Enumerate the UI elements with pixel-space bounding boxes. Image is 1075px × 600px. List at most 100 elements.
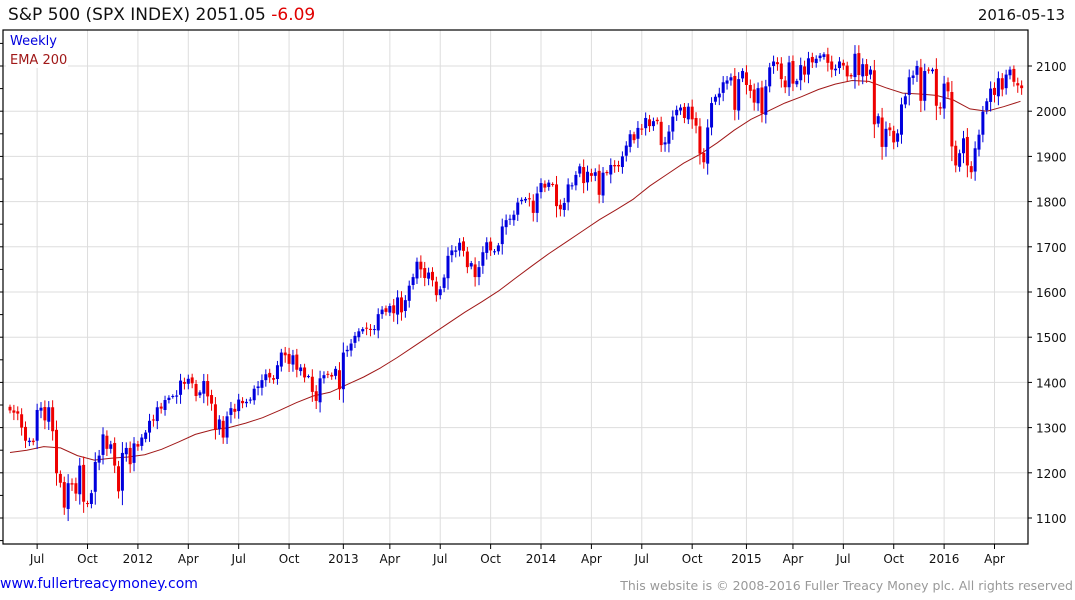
- candle-up: [66, 483, 70, 509]
- candle-up: [198, 392, 202, 396]
- candle-up: [179, 380, 183, 395]
- candle-up: [155, 407, 159, 422]
- candle-down: [690, 106, 694, 120]
- candle-up: [264, 374, 268, 381]
- candle-up: [985, 101, 989, 111]
- x-tick-label: Jul: [634, 552, 649, 566]
- candle-up: [822, 54, 826, 57]
- candle-down: [272, 378, 276, 380]
- y-tick-label: 1100: [1036, 512, 1067, 526]
- candle-up: [930, 69, 934, 72]
- candle-down: [865, 64, 869, 76]
- candle-up: [334, 368, 338, 376]
- candle-down: [605, 171, 609, 174]
- candle-down: [128, 447, 132, 465]
- x-tick-label: Apr: [783, 552, 804, 566]
- candle-up: [144, 432, 148, 439]
- candle-down: [927, 69, 931, 71]
- candle-up: [275, 365, 279, 380]
- candle-down: [872, 70, 876, 125]
- candle-down: [330, 374, 334, 377]
- candle-down: [368, 328, 372, 330]
- candle-up: [454, 250, 458, 252]
- candle-up: [741, 70, 745, 79]
- candle-up: [907, 77, 911, 95]
- candle-up: [806, 58, 810, 75]
- candle-down: [489, 241, 493, 251]
- website-link[interactable]: www.fullertreacymoney.com: [0, 576, 198, 592]
- x-tick-label: Jul: [432, 552, 447, 566]
- candle-down: [527, 198, 531, 200]
- candle-down: [43, 407, 47, 421]
- candle-up: [458, 242, 462, 251]
- x-tick-label: Oct: [279, 552, 300, 566]
- candle-up: [535, 193, 539, 213]
- candle-up: [442, 277, 446, 288]
- candle-up: [729, 77, 733, 81]
- y-tick-label: 1300: [1036, 422, 1067, 436]
- candle-down: [950, 91, 954, 147]
- candle-down: [845, 65, 849, 77]
- candle-down: [1000, 78, 1004, 90]
- candle-down: [655, 119, 659, 122]
- candle-up: [380, 309, 384, 315]
- candle-up: [562, 202, 566, 210]
- candle-up: [795, 80, 799, 85]
- candle-up: [237, 399, 241, 412]
- candle-up: [345, 349, 349, 352]
- candle-up: [679, 107, 683, 111]
- candle-down: [555, 184, 559, 207]
- candle-down: [1012, 68, 1016, 82]
- candle-down: [791, 61, 795, 84]
- candle-down: [1020, 85, 1024, 89]
- candle-up: [446, 255, 450, 279]
- candle-up: [260, 380, 264, 388]
- candle-up: [407, 285, 411, 301]
- candle-down: [659, 121, 663, 146]
- candle-down: [8, 406, 12, 411]
- candle-up: [609, 164, 613, 175]
- candle-up: [388, 306, 392, 313]
- x-tick-label: Apr: [178, 552, 199, 566]
- candle-down: [857, 53, 861, 76]
- candle-up: [217, 419, 221, 430]
- candle-down: [365, 327, 369, 329]
- candle-up: [27, 440, 31, 443]
- candle-down: [51, 407, 55, 432]
- candle-up: [469, 263, 473, 267]
- candle-down: [803, 66, 807, 75]
- candle-up: [148, 420, 152, 433]
- candle-up: [624, 145, 628, 156]
- candle-up: [78, 465, 82, 495]
- candle-down: [24, 426, 28, 441]
- candle-up: [97, 455, 101, 463]
- candle-up: [768, 67, 772, 87]
- candle-up: [357, 331, 361, 338]
- candle-up: [799, 65, 803, 81]
- candle-up: [372, 329, 376, 331]
- candle-down: [105, 435, 109, 449]
- candle-up: [89, 493, 93, 504]
- candle-down: [888, 127, 892, 131]
- candle-down: [190, 377, 194, 384]
- candle-down: [12, 410, 16, 413]
- candle-down: [880, 117, 884, 147]
- y-tick-label: 1400: [1036, 376, 1067, 390]
- candle-down: [314, 391, 318, 401]
- candle-up: [256, 386, 260, 389]
- candle-up: [35, 409, 39, 441]
- candle-down: [775, 62, 779, 65]
- candle-down: [86, 503, 90, 505]
- candle-up: [411, 277, 415, 285]
- candle-up: [1008, 69, 1012, 76]
- index-name: S&P 500 (SPX INDEX): [8, 5, 191, 25]
- candle-up: [593, 172, 597, 176]
- candle-down: [954, 145, 958, 166]
- candle-up: [244, 401, 248, 404]
- candle-down: [287, 353, 291, 364]
- candle-down: [206, 381, 210, 397]
- candle-up: [512, 214, 516, 221]
- candle-up: [896, 133, 900, 142]
- candle-up: [322, 375, 326, 379]
- candle-up: [876, 116, 880, 124]
